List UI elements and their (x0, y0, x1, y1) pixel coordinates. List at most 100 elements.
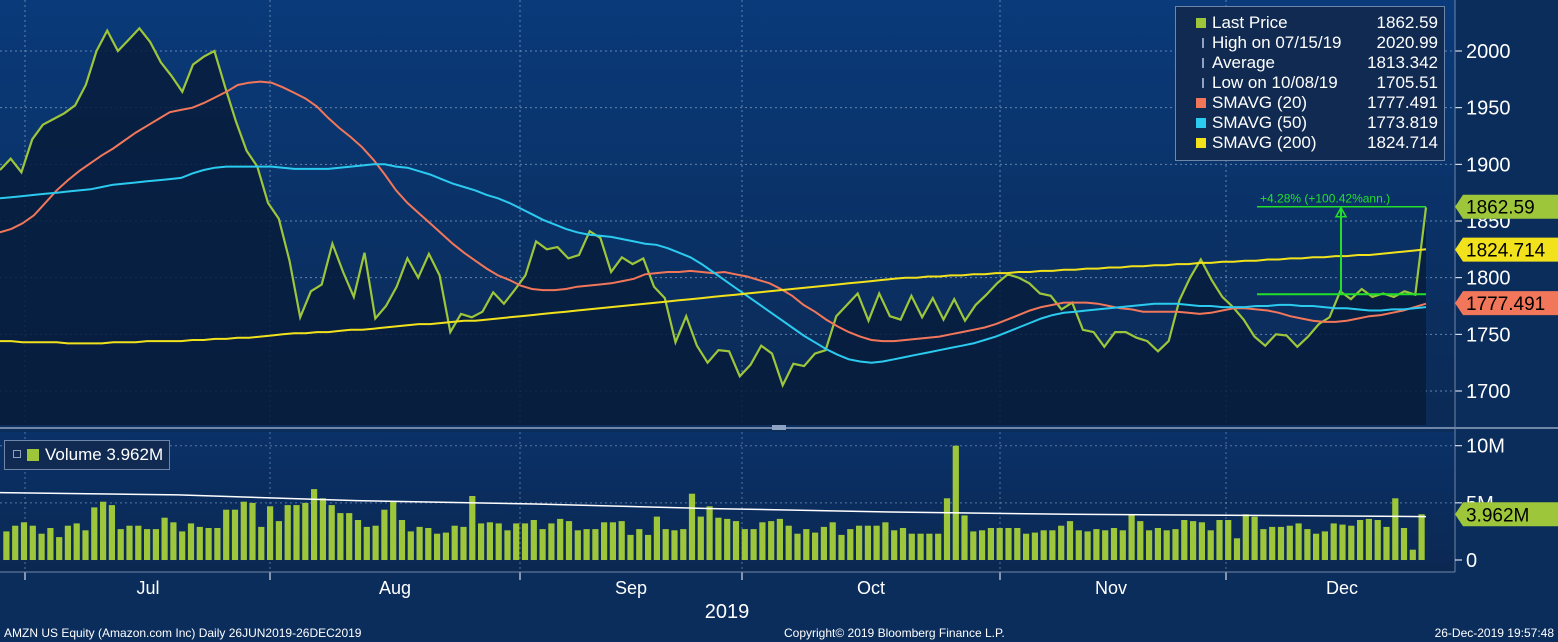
right-value-text: 1824.714 (1466, 241, 1546, 262)
volume-bar (583, 529, 590, 560)
footer-center: Copyright© 2019 Bloomberg Finance L.P. (784, 626, 1005, 640)
legend-value: 1705.51 (1376, 73, 1438, 92)
volume-bar (732, 521, 740, 560)
legend-row: SMAVG (50) 1773.819 (1182, 113, 1442, 133)
volume-bar (899, 528, 907, 560)
volume-bar (697, 516, 704, 560)
volume-bar (1242, 514, 1249, 560)
volume-bar (354, 520, 362, 560)
series-lines (0, 26, 1428, 389)
legend-row: High on 07/15/19 2020.99 (1182, 33, 1442, 53)
legend-row: Low on 10/08/19 1705.51 (1182, 73, 1442, 93)
annotation-arrow-head (1334, 206, 1348, 218)
volume-bar (741, 529, 748, 560)
volume-bar (223, 509, 230, 560)
volume-bar (442, 532, 449, 560)
volume-bar (196, 526, 203, 560)
month-label: Aug (379, 578, 411, 598)
legend-swatch (1196, 118, 1206, 128)
month-label: Jul (136, 578, 159, 598)
volume-bar (803, 529, 810, 560)
volume-bar (478, 523, 485, 560)
volume-bar (1357, 520, 1364, 560)
legend-swatch (1202, 58, 1204, 68)
volume-bar (38, 533, 45, 560)
volume-bar (311, 489, 318, 560)
volume-bar (530, 520, 537, 560)
right-value-text: 1862.59 (1466, 198, 1535, 219)
volume-bar (759, 522, 766, 560)
volume-bar (829, 522, 836, 560)
volume-bar (1251, 516, 1258, 560)
volume-bar (1093, 529, 1100, 560)
legend-label: Low on 10/08/19 (1212, 73, 1338, 92)
price-area-fill (0, 28, 1426, 426)
month-label: Nov (1095, 578, 1127, 598)
volume-last-label: 3.962M (1455, 502, 1558, 527)
volume-bar (565, 521, 573, 560)
volume-bar (1102, 530, 1109, 560)
volume-bar (724, 518, 731, 560)
volume-bar (1225, 520, 1232, 560)
volume-bar (794, 533, 801, 560)
volume-bar (1260, 529, 1267, 560)
right-value-tag (1455, 291, 1558, 316)
volume-bar (1295, 523, 1302, 560)
volume-bar (1190, 521, 1197, 560)
volume-bar (627, 534, 634, 560)
volume-bar (425, 528, 432, 560)
volume-bar (12, 525, 19, 560)
volume-bar (539, 529, 546, 560)
volume-bar (1400, 528, 1408, 560)
volume-bar (1154, 528, 1161, 560)
volume-bar (1181, 520, 1188, 560)
volume-bar (73, 523, 80, 560)
volume-bar (1339, 524, 1346, 560)
volume-bar (56, 537, 63, 560)
legend-row: Average 1813.342 (1182, 53, 1442, 73)
volume-bar (486, 522, 493, 560)
panel-splitter-handle[interactable] (772, 425, 786, 430)
legend-value: 2020.99 (1376, 33, 1438, 52)
volume-bar (381, 509, 388, 560)
volume-bar (1286, 525, 1293, 560)
volume-bar (1409, 549, 1416, 560)
series-line-sma200 (0, 248, 1427, 345)
footer-right: 26-Dec-2019 19:57:48 (1434, 626, 1554, 640)
right-value-labels: 1862.59 1824.714 1777.491 3.962M (1455, 194, 1558, 527)
volume-bar (1058, 525, 1065, 560)
month-label: Sep (615, 578, 647, 598)
right-value-label: 1824.714 (1455, 237, 1558, 262)
volume-bar (47, 528, 54, 560)
volume-bar (873, 525, 880, 560)
volume-bar (917, 533, 924, 560)
volume-tick-label: 0 (1466, 550, 1477, 572)
right-value-tag (1455, 237, 1558, 262)
volume-average-line (0, 491, 1427, 518)
volume-bar (1146, 530, 1153, 560)
volume-legend: Volume 3.962M (4, 440, 170, 470)
volume-bar (205, 528, 212, 560)
volume-bar (1418, 514, 1425, 560)
legend-label: High on 07/15/19 (1212, 33, 1342, 52)
series-line-price (0, 26, 1428, 389)
legend-toggle-icon[interactable] (13, 450, 21, 458)
volume-bar (504, 530, 511, 560)
volume-bar (337, 513, 344, 560)
volume-bar (249, 502, 256, 560)
volume-bar (407, 531, 414, 560)
legend-value: 1824.714 (1367, 133, 1438, 152)
legend-swatch (1196, 138, 1206, 148)
volume-legend-label: Volume 3.962M (45, 445, 164, 464)
volume-bar (908, 533, 915, 560)
volume-bar (970, 531, 977, 560)
volume-bar (108, 505, 115, 560)
volume-bar (91, 507, 98, 560)
volume-bar (363, 526, 370, 560)
annotation-label: +4.28% (+100.42%ann.) (1260, 192, 1390, 206)
volume-bar (1207, 530, 1214, 560)
volume-bar (1031, 532, 1038, 560)
volume-bar (1049, 530, 1056, 560)
volume-bar (1172, 529, 1179, 560)
right-value-label: 1862.59 (1455, 194, 1558, 219)
